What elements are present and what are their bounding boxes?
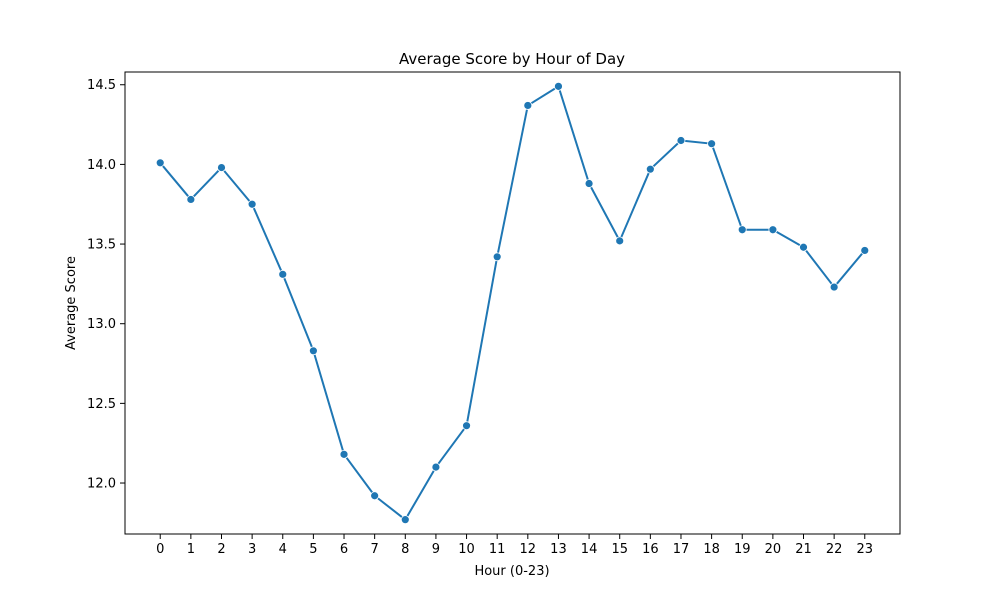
data-point [676, 136, 686, 145]
x-tick-label: 10 [458, 542, 475, 557]
data-point [186, 195, 196, 204]
data-point [462, 421, 471, 431]
data-point [370, 491, 380, 501]
data-point [278, 269, 288, 279]
data-point [584, 179, 594, 188]
y-tick-label: 12.0 [87, 477, 116, 492]
x-tick-label: 17 [673, 542, 690, 557]
x-tick-label: 23 [856, 542, 873, 557]
plot-frame [124, 71, 901, 535]
chart-title: Average Score by Hour of Day [399, 50, 625, 68]
data-point [217, 163, 226, 172]
data-point [768, 225, 778, 235]
series-line [159, 85, 866, 521]
x-tick-label: 11 [489, 542, 506, 557]
x-tick-label: 8 [401, 542, 409, 557]
data-point [308, 346, 318, 356]
data-point [860, 246, 870, 255]
x-tick-label: 22 [826, 542, 843, 557]
data-point [829, 282, 839, 292]
y-tick-label: 14.5 [87, 78, 116, 93]
data-point [737, 225, 747, 235]
x-tick-label: 18 [703, 542, 720, 557]
x-tick-label: 4 [279, 542, 287, 557]
x-tick-label: 20 [765, 542, 782, 557]
data-point [339, 449, 349, 459]
x-tick-label: 0 [156, 542, 164, 557]
data-point [554, 81, 563, 91]
data-point [400, 515, 410, 525]
x-tick-label: 7 [371, 542, 379, 557]
x-tick-label: 21 [795, 542, 812, 557]
data-point [615, 236, 625, 246]
y-tick-label: 13.0 [87, 317, 116, 332]
x-tick-label: 2 [217, 542, 225, 557]
x-tick-label: 15 [611, 542, 628, 557]
x-axis-title: Hour (0-23) [474, 564, 549, 579]
x-tick-label: 6 [340, 542, 348, 557]
x-tick-label: 5 [309, 542, 317, 557]
data-point [799, 242, 808, 252]
x-tick-label: 9 [432, 542, 440, 557]
x-tick-label: 12 [520, 542, 537, 557]
x-tick-label: 1 [187, 542, 195, 557]
x-tick-label: 19 [734, 542, 751, 557]
data-point [645, 164, 655, 174]
x-tick-label: 3 [248, 542, 256, 557]
data-point [523, 101, 533, 110]
data-point [492, 252, 502, 262]
plot-area: 0 1 2 3 4 5 6 7 8 9 10 11 12 13 14 15 16 17 18 19 20 21 22 2312… [87, 71, 901, 557]
y-tick-label: 14.0 [87, 158, 116, 173]
data-point [431, 462, 441, 472]
data-point [155, 158, 165, 168]
x-tick-label: 13 [550, 542, 567, 557]
x-tick-label: 16 [642, 542, 659, 557]
data-point [247, 199, 257, 209]
x-tick-label: 14 [581, 542, 598, 557]
y-tick-label: 12.5 [87, 397, 116, 412]
y-tick-label: 13.5 [87, 238, 116, 253]
y-axis-title: Average Score [64, 256, 79, 350]
data-point [707, 139, 717, 149]
